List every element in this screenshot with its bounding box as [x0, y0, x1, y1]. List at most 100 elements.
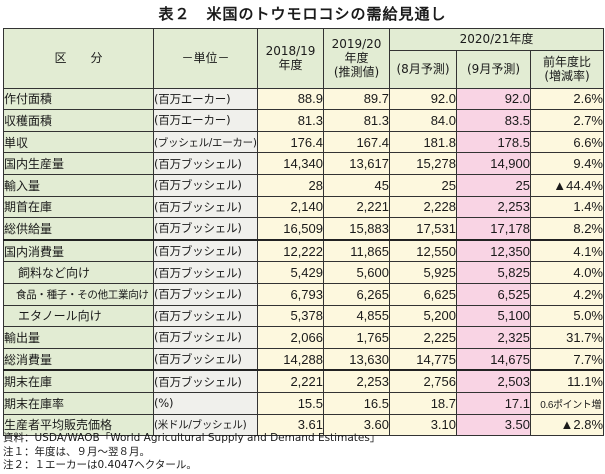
- table-row: 収穫面積 (百万エーカー) 81.3 81.3 84.0 83.5 2.7%: [3, 109, 604, 132]
- cell-v2019: 11,865: [323, 238, 390, 263]
- cell-sep: 6,525: [456, 282, 531, 306]
- cell-sep: 5,100: [456, 304, 531, 328]
- cell-sep: 25: [456, 173, 531, 197]
- cell-change: 31.7%: [530, 326, 604, 349]
- cell-sep: 14,900: [456, 152, 531, 175]
- cell-unit: (百万エーカー): [153, 87, 258, 111]
- cell-sep: 178.5: [456, 130, 531, 154]
- cell-item: エタノール向け: [3, 304, 154, 328]
- cell-unit: (百万ブッシェル): [153, 369, 258, 393]
- header-2019: 2019/20 年度 (推測値): [323, 28, 390, 89]
- cell-change: 9.4%: [530, 152, 604, 175]
- cell-aug: 2,756: [389, 369, 457, 393]
- cell-unit: (百万ブッシェル): [153, 152, 258, 175]
- cell-change: 5.0%: [530, 304, 604, 328]
- cell-unit: (%): [153, 391, 258, 415]
- cell-aug: 92.0: [389, 87, 457, 111]
- cell-aug: 2,225: [389, 326, 457, 349]
- cell-aug: 5,200: [389, 304, 457, 328]
- cell-change: 4.0%: [530, 261, 604, 284]
- cell-change: 1.4%: [530, 195, 604, 219]
- cell-unit: (米ドル/ブッシェル): [153, 413, 258, 437]
- cell-v2018: 176.4: [257, 130, 324, 154]
- cell-v2019: 167.4: [323, 130, 390, 154]
- cell-unit: (百万ブッシェル): [153, 238, 258, 263]
- cell-change: 11.1%: [530, 369, 604, 393]
- cell-change: 4.2%: [530, 282, 604, 306]
- cell-v2019: 45: [323, 173, 390, 197]
- cell-v2018: 2,221: [257, 369, 324, 393]
- cell-aug: 17,531: [389, 217, 457, 241]
- cell-v2018: 88.9: [257, 87, 324, 111]
- cell-unit: (百万ブッシェル): [153, 282, 258, 306]
- cell-item: 輸入量: [3, 173, 154, 197]
- cell-item: 国内生産量: [3, 152, 154, 175]
- table-row: 飼料など向け (百万ブッシェル) 5,429 5,600 5,925 5,825 4.0%: [3, 261, 604, 284]
- header-aug-forecast: (8月予測): [389, 49, 457, 89]
- cell-change: 7.7%: [530, 347, 604, 371]
- cell-sep: 17.1: [456, 391, 531, 415]
- cell-unit: (百万ブッシェル): [153, 304, 258, 328]
- cell-v2018: 3.61: [257, 413, 324, 437]
- cell-v2018: 81.3: [257, 109, 324, 132]
- table-row: 作付面積 (百万エーカー) 88.9 89.7 92.0 92.0 2.6%: [3, 87, 604, 111]
- cell-change: 0.6ポイント増: [530, 391, 604, 415]
- cell-v2019: 13,617: [323, 152, 390, 175]
- header-sep-forecast: (9月予測): [456, 49, 531, 89]
- cell-change: 2.6%: [530, 87, 604, 111]
- cell-item: 輸出量: [3, 326, 154, 349]
- cell-v2018: 28: [257, 173, 324, 197]
- table-row: 期末在庫率 (%) 15.5 16.5 18.7 17.1 0.6ポイント増: [3, 391, 604, 415]
- cell-sep: 2,253: [456, 195, 531, 219]
- note-source: 資料：USDA/WAOB「World Agricultural Supply a…: [3, 432, 381, 444]
- cell-aug: 15,278: [389, 152, 457, 175]
- cell-aug: 3.10: [389, 413, 457, 437]
- cell-unit: (百万エーカー): [153, 109, 258, 132]
- header-2018: 2018/19 年度: [257, 28, 324, 89]
- cell-unit: (百万ブッシェル): [153, 217, 258, 241]
- table-row: 輸出量 (百万ブッシェル) 2,066 1,765 2,225 2,325 31.7%: [3, 326, 604, 349]
- header-change: 前年度比 (増減率): [530, 49, 604, 89]
- cell-v2018: 5,378: [257, 304, 324, 328]
- cell-v2019: 4,855: [323, 304, 390, 328]
- header-item: 区 分: [3, 28, 154, 89]
- cell-v2019: 2,221: [323, 195, 390, 219]
- cell-sep: 5,825: [456, 261, 531, 284]
- cell-v2019: 5,600: [323, 261, 390, 284]
- table-row: 国内生産量 (百万ブッシェル) 14,340 13,617 15,278 14,900 9.…: [3, 152, 604, 175]
- cell-unit: (百万ブッシェル): [153, 173, 258, 197]
- cell-sep: 2,503: [456, 369, 531, 393]
- cell-v2018: 2,140: [257, 195, 324, 219]
- cell-v2019: 81.3: [323, 109, 390, 132]
- cell-v2019: 1,765: [323, 326, 390, 349]
- cell-item: 生産者平均販売価格: [3, 413, 154, 437]
- cell-item: 食品・種子・その他工業向け: [3, 282, 154, 306]
- cell-item: 単収: [3, 130, 154, 154]
- cell-v2019: 13,630: [323, 347, 390, 371]
- header-2020: 2020/21年度: [389, 28, 604, 51]
- cell-unit: (百万ブッシェル): [153, 326, 258, 349]
- cell-sep: 17,178: [456, 217, 531, 241]
- cell-item: 期首在庫: [3, 195, 154, 219]
- cell-v2018: 14,340: [257, 152, 324, 175]
- header-unit: －単位－: [153, 28, 258, 89]
- cell-sep: 3.50: [456, 413, 531, 437]
- cell-v2019: 2,253: [323, 369, 390, 393]
- table-row: 国内消費量 (百万ブッシェル) 12,222 11,865 12,550 12,350 4.…: [3, 238, 604, 263]
- cell-item: 総供給量: [3, 217, 154, 241]
- cell-item: 総消費量: [3, 347, 154, 371]
- cell-v2019: 3.60: [323, 413, 390, 437]
- cell-item: 期末在庫率: [3, 391, 154, 415]
- cell-unit: (百万ブッシェル): [153, 261, 258, 284]
- cell-sep: 14,675: [456, 347, 531, 371]
- cell-unit: (百万ブッシェル): [153, 347, 258, 371]
- cell-unit: (百万ブッシェル): [153, 195, 258, 219]
- table-row: 総供給量 (百万ブッシェル) 16,509 15,883 17,531 17,178 8.2…: [3, 217, 604, 241]
- cell-v2018: 2,066: [257, 326, 324, 349]
- cell-aug: 14,775: [389, 347, 457, 371]
- cell-sep: 92.0: [456, 87, 531, 111]
- cell-aug: 2,228: [389, 195, 457, 219]
- cell-change: 2.7%: [530, 109, 604, 132]
- cell-item: 作付面積: [3, 87, 154, 111]
- cell-change: 8.2%: [530, 217, 604, 241]
